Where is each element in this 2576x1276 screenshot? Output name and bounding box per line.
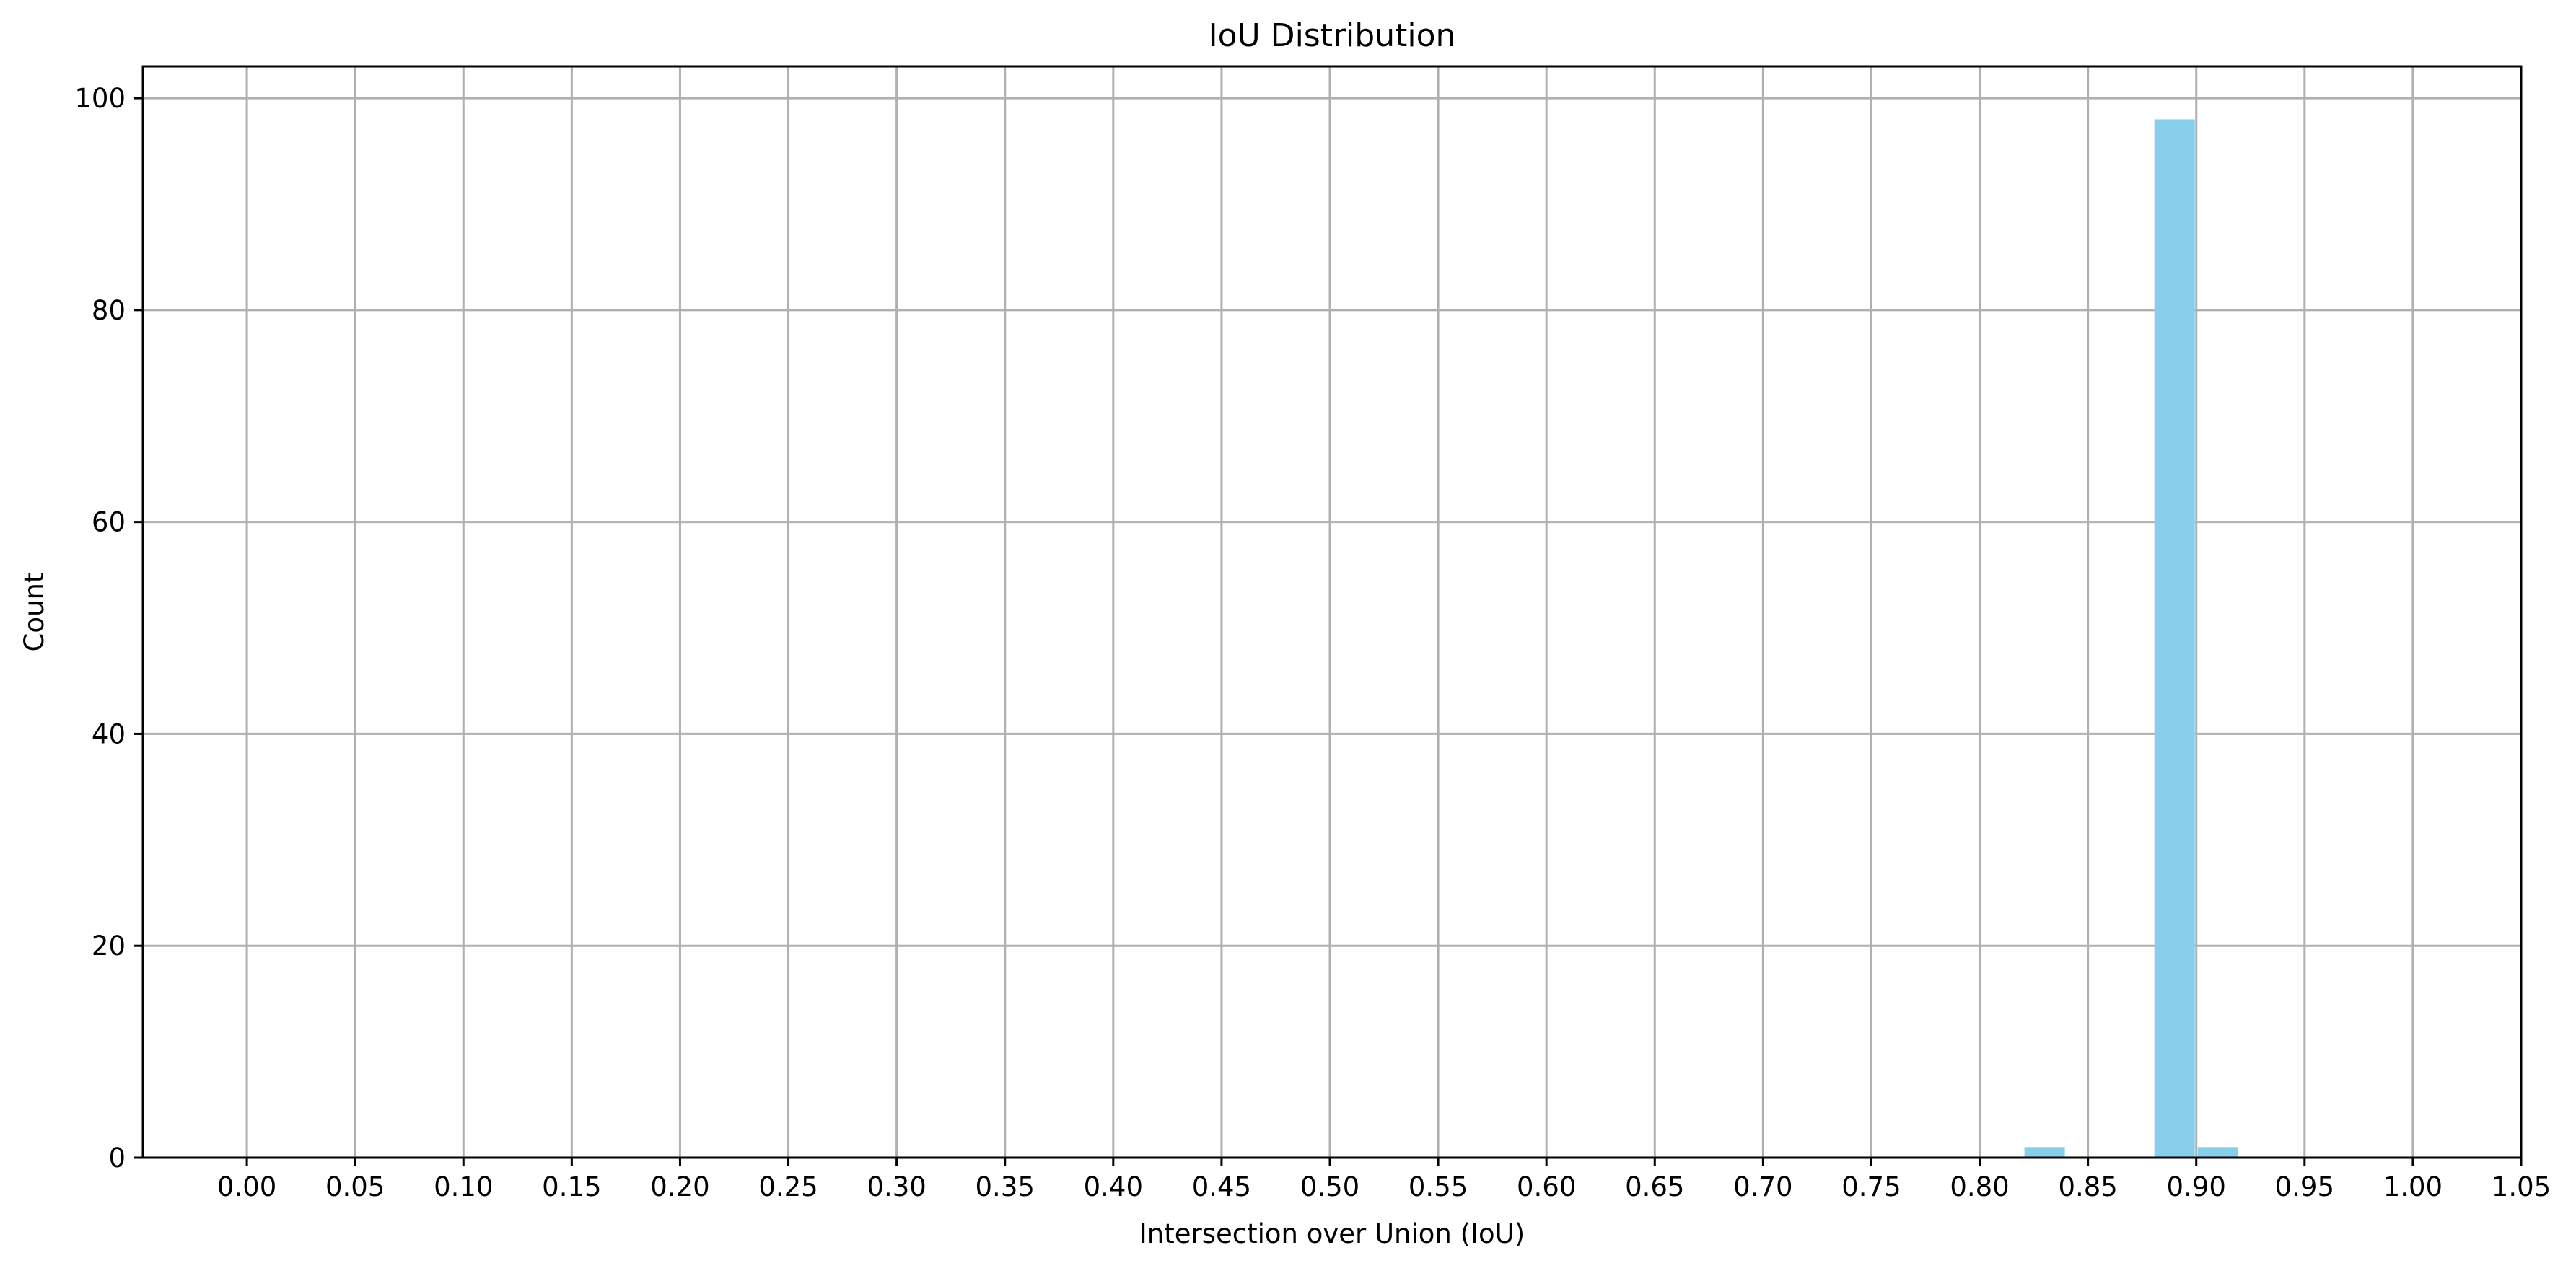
plot-frame <box>141 65 2523 1159</box>
histogram-bar <box>2024 1147 2065 1158</box>
x-tick-label: 0.25 <box>758 1171 818 1202</box>
y-tick-label: 40 <box>92 718 126 749</box>
x-tick-label: 0.75 <box>1841 1171 1901 1202</box>
x-axis-label: Intersection over Union (IoU) <box>1139 1218 1525 1249</box>
x-tick-label: 0.90 <box>2167 1171 2226 1202</box>
x-tick-label: 0.60 <box>1517 1171 1576 1202</box>
y-axis-label: Count <box>19 573 50 652</box>
x-tick-label: 0.95 <box>2275 1171 2334 1202</box>
chart-title: IoU Distribution <box>1209 17 1456 54</box>
x-tick-label: 0.45 <box>1192 1171 1251 1202</box>
x-tick-label: 0.30 <box>867 1171 926 1202</box>
x-tick-label: 0.20 <box>650 1171 709 1202</box>
x-tick-label: 0.00 <box>217 1171 276 1202</box>
x-axis-ticks: 0.00 0.05 0.10 0.15 0.20 0.25 0.30 0.35 0.40 0.45… <box>217 1158 2551 1202</box>
x-tick-label: 0.40 <box>1084 1171 1143 1202</box>
x-tick-label: 0.85 <box>2058 1171 2117 1202</box>
x-tick-label: 0.65 <box>1625 1171 1684 1202</box>
histogram-bar <box>2197 1147 2238 1158</box>
x-tick-label: 0.70 <box>1733 1171 1792 1202</box>
x-tick-label: 0.35 <box>976 1171 1035 1202</box>
x-tick-label: 1.05 <box>2492 1171 2551 1202</box>
x-tick-label: 0.05 <box>325 1171 385 1202</box>
x-tick-label: 0.10 <box>434 1171 493 1202</box>
y-tick-label: 0 <box>108 1143 126 1174</box>
y-tick-label: 100 <box>74 83 126 114</box>
x-tick-label: 0.15 <box>542 1171 601 1202</box>
histogram-bar <box>2154 119 2195 1158</box>
x-tick-label: 0.50 <box>1300 1171 1359 1202</box>
x-tick-label: 1.00 <box>2383 1171 2443 1202</box>
x-tick-label: 0.80 <box>1950 1171 2009 1202</box>
histogram-bars <box>2024 119 2238 1158</box>
x-tick-label: 0.55 <box>1409 1171 1468 1202</box>
y-tick-label: 20 <box>92 930 126 962</box>
y-axis-ticks: 0 20 40 60 80 100 <box>74 83 143 1174</box>
y-tick-label: 60 <box>92 507 126 538</box>
y-tick-label: 80 <box>92 295 126 326</box>
